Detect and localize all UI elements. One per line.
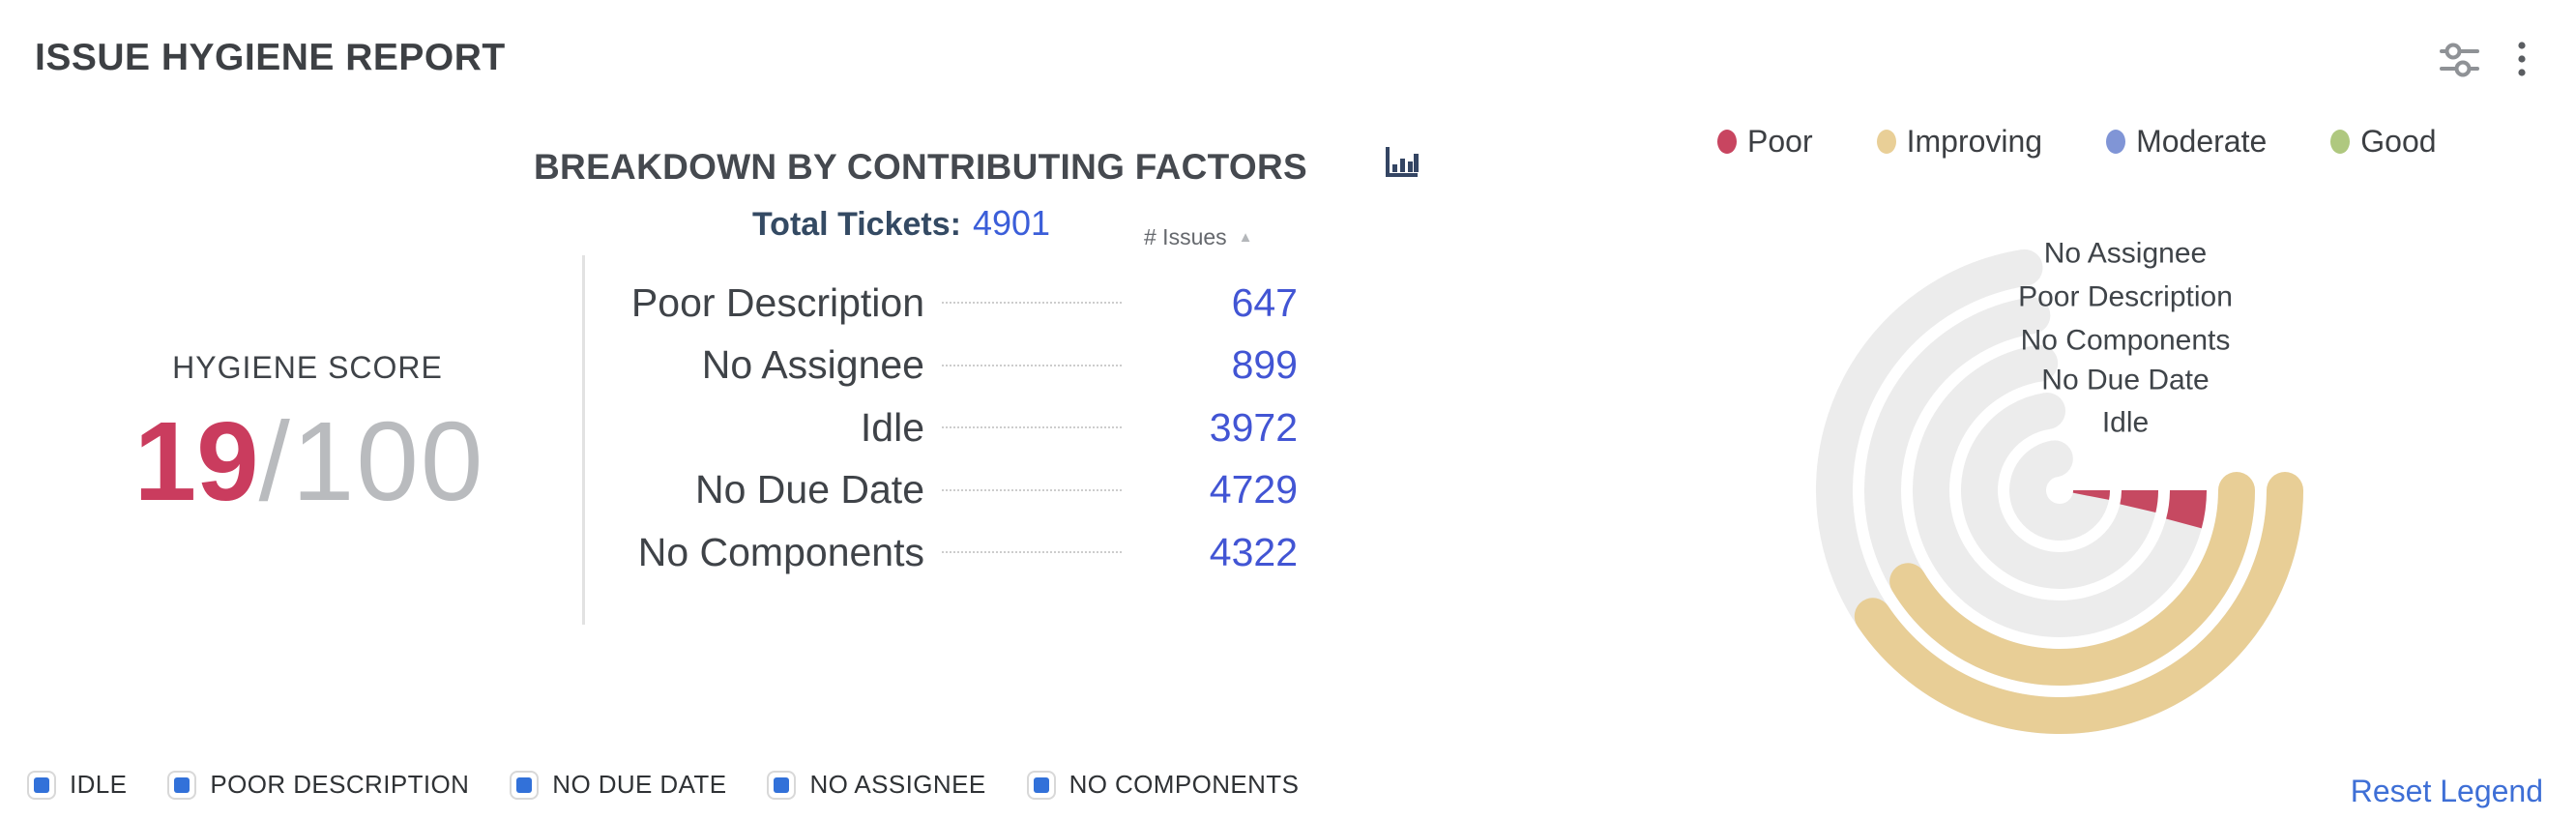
more-options-kebab-icon[interactable] [2510, 39, 2533, 81]
checkbox-checked-mark [516, 776, 533, 793]
ring-idle-track [2009, 440, 2110, 541]
total-tickets-value-link[interactable]: 4901 [972, 203, 1051, 243]
factor-label: Idle [860, 404, 924, 450]
sort-ascending-icon: ▲ [1238, 229, 1253, 246]
ring-idle-value-arc[interactable] [2072, 489, 2110, 500]
total-tickets-label: Total Tickets: [751, 206, 961, 243]
breakdown-heading: BREAKDOWN BY CONTRIBUTING FACTORS [534, 147, 1307, 187]
ring-no-components-value-arc[interactable] [2165, 489, 2207, 529]
legend-item-poor-description[interactable]: POOR DESCRIPTION [167, 770, 469, 800]
legend-item-no-assignee[interactable]: NO ASSIGNEE [767, 770, 985, 800]
ring-label-poor-description: Poor Description [2018, 281, 2233, 313]
legend-item-label: POOR DESCRIPTION [210, 770, 470, 799]
factor-row-no-components: No Components 4322 [580, 521, 1298, 584]
status-dot-moderate [2106, 130, 2126, 154]
factor-label: No Due Date [694, 467, 924, 512]
legend-checkbox[interactable] [767, 770, 797, 800]
score-number: 19 [133, 398, 259, 524]
status-label: Improving [1906, 124, 2043, 159]
legend-item-idle[interactable]: IDLE [27, 770, 127, 800]
ring-no-due-date-value-arc[interactable] [2120, 489, 2158, 512]
ring-label-idle: Idle [2102, 407, 2149, 439]
legend-item-no-components[interactable]: NO COMPONENTS [1026, 770, 1300, 800]
hygiene-score-label: HYGIENE SCORE [172, 350, 443, 385]
report-title: ISSUE HYGIENE REPORT [35, 37, 506, 78]
bar-chart-toggle-icon[interactable] [1381, 143, 1421, 184]
dotted-leader [942, 426, 1122, 429]
ring-no-components-track [1913, 344, 2207, 637]
status-legend-item-moderate: Moderate [2106, 124, 2267, 160]
contributing-factors-table: Poor Description 647 No Assignee 899 Idle 397… [580, 272, 1298, 584]
legend-item-label: IDLE [70, 770, 128, 799]
dotted-leader [942, 551, 1122, 554]
reset-legend-link[interactable]: Reset Legend [2350, 774, 2543, 808]
status-label: Poor [1747, 124, 1813, 159]
factor-issues-link[interactable]: 4729 [1209, 467, 1298, 512]
ring-poor-description-track-cap [2013, 297, 2051, 335]
status-label: Moderate [2136, 124, 2268, 159]
ring-label-no-components: No Components [2021, 325, 2231, 357]
factor-label: No Components [637, 529, 924, 574]
ring-label-no-assignee: No Assignee [2044, 238, 2207, 270]
issues-column-sort-header[interactable]: # Issues ▲ [1144, 224, 1253, 250]
ring-idle-track-cap [2035, 440, 2073, 478]
chart-series-legend: IDLE POOR DESCRIPTION NO DUE DATE NO ASSIGN… [27, 770, 1299, 800]
status-dot-improving [1876, 130, 1896, 154]
legend-checkbox[interactable] [27, 770, 56, 800]
status-legend-item-poor: Poor [1717, 124, 1813, 160]
legend-item-label: NO DUE DATE [552, 770, 727, 799]
dotted-leader [942, 488, 1122, 491]
factor-label: Poor Description [630, 279, 924, 325]
factor-row-poor-description: Poor Description 647 [580, 272, 1298, 335]
legend-checkbox[interactable] [510, 770, 540, 800]
legend-item-no-due-date[interactable]: NO DUE DATE [510, 770, 726, 800]
factor-issues-link[interactable]: 4322 [1209, 529, 1298, 574]
display-settings-sliders-icon[interactable] [2437, 41, 2483, 79]
legend-checkbox[interactable] [167, 770, 197, 800]
ring-poor-description-value-arc[interactable] [1889, 472, 2255, 686]
legend-item-label: NO ASSIGNEE [809, 770, 986, 799]
ring-no-due-date-track [1961, 393, 2158, 589]
vertical-divider [582, 255, 585, 625]
ring-no-components-track-cap [2021, 344, 2059, 382]
status-label: Good [2360, 124, 2437, 159]
factor-row-no-due-date: No Due Date 4729 [580, 459, 1298, 522]
checkbox-checked-mark [174, 776, 190, 793]
hygiene-radial-chart: No Assignee Poor Description No Components… [1816, 238, 2303, 734]
factor-issues-link[interactable]: 3972 [1209, 404, 1298, 450]
status-dot-poor [1717, 130, 1737, 154]
ring-no-due-date-track-cap [2029, 393, 2066, 430]
dotted-leader [942, 364, 1122, 366]
hygiene-score-value: 19 /100 [134, 395, 485, 529]
checkbox-checked-mark [774, 776, 790, 793]
status-legend: Poor Improving Moderate Good [1717, 124, 2437, 160]
checkbox-checked-mark [34, 776, 49, 793]
status-legend-item-good: Good [2330, 124, 2437, 160]
score-denominator: /100 [258, 398, 485, 524]
legend-item-label: NO COMPONENTS [1068, 770, 1300, 799]
ring-no-assignee-value-arc[interactable] [1854, 472, 2303, 734]
factor-issues-link[interactable]: 899 [1231, 342, 1298, 388]
factor-issues-link[interactable]: 647 [1231, 279, 1298, 325]
factor-label: No Assignee [701, 342, 924, 388]
issues-column-label: # Issues [1144, 224, 1227, 249]
ring-label-no-due-date: No Due Date [2041, 365, 2209, 396]
status-legend-item-improving: Improving [1876, 124, 2043, 160]
dotted-leader [942, 302, 1122, 305]
factor-row-idle: Idle 3972 [580, 396, 1298, 459]
legend-checkbox[interactable] [1026, 770, 1056, 800]
checkbox-checked-mark [1033, 776, 1049, 793]
total-tickets: Total Tickets: 4901 [752, 203, 1050, 244]
status-dot-good [2330, 130, 2351, 154]
factor-row-no-assignee: No Assignee 899 [580, 335, 1298, 397]
ring-no-assignee-track-cap [2005, 249, 2043, 286]
